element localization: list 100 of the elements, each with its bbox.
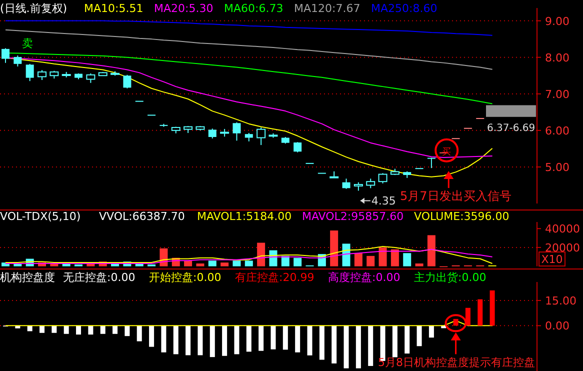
bar: [100, 326, 106, 334]
bar: [27, 326, 32, 332]
bar: [222, 326, 228, 356]
bar: [161, 326, 166, 352]
y-tick-label: 15.00: [545, 294, 576, 308]
bar: [258, 326, 264, 351]
candlestick: [38, 70, 47, 80]
chart-title: (日线.前复权): [0, 2, 68, 15]
bar: [88, 326, 94, 335]
annotation: 4.35: [371, 194, 396, 208]
bar: [184, 260, 192, 266]
text: VVOL:66387.70: [99, 210, 185, 223]
bar: [234, 326, 240, 354]
annotation: 6.37-6.69: [487, 122, 536, 134]
text: MA120:7.67: [294, 2, 360, 15]
bar: [368, 326, 374, 366]
bar: [208, 260, 216, 266]
bar: [390, 249, 399, 266]
bar: [403, 253, 412, 266]
bar: [490, 290, 495, 326]
bar: [198, 326, 203, 356]
bar: [378, 247, 387, 266]
bar: [220, 262, 229, 266]
series-label: MA250:8.60: [371, 2, 438, 15]
bar: [244, 260, 253, 266]
y-tick-label: 40000: [545, 222, 580, 236]
text: 有庄控盘:20.99: [235, 271, 314, 284]
y-tick-label: 9.00: [545, 14, 570, 28]
candlestick: [427, 157, 436, 169]
text: MA20:5.30: [154, 2, 214, 15]
annotation: VOLUME:3596.00: [414, 210, 510, 223]
bar: [295, 326, 300, 352]
bar: [124, 326, 130, 336]
text: X10: [541, 253, 563, 266]
bar: [427, 235, 436, 266]
bar: [366, 256, 375, 266]
candlestick: [256, 126, 266, 146]
bar: [112, 326, 118, 334]
candlestick: [2, 48, 10, 64]
bar: [478, 299, 483, 326]
bar: [404, 326, 410, 354]
y-tick-label: 20000: [545, 241, 580, 254]
text: 无庄控盘:0.00: [63, 271, 136, 284]
bar: [344, 326, 349, 368]
bar: [173, 326, 178, 354]
bar: [52, 326, 57, 333]
bar: [186, 326, 191, 356]
y-tick-label: 7.00: [545, 88, 570, 101]
bar: [354, 253, 362, 266]
candlestick: [14, 55, 22, 67]
line-series: [5, 20, 493, 36]
bar: [149, 326, 154, 347]
candlestick: [86, 72, 96, 84]
annotation: 卖: [22, 37, 33, 50]
text: 开始控盘:0.00: [149, 271, 222, 284]
text: MA60:6.73: [224, 2, 284, 15]
bar: [232, 260, 241, 266]
chart-title: 机构控盘度: [0, 271, 55, 284]
annotation: 主力出货:0.00: [414, 271, 486, 284]
bar: [246, 326, 252, 352]
candlestick: [378, 172, 388, 184]
candlestick: [123, 74, 132, 89]
bar: [332, 326, 337, 364]
text: MA10:5.51: [84, 2, 144, 15]
bar: [392, 326, 398, 358]
candlestick: [366, 178, 376, 189]
chart-title: VOL-TDX(5,10): [0, 210, 81, 223]
bar: [64, 326, 69, 334]
bar: [428, 326, 434, 338]
annotation: 5月7日发出买入信号: [400, 189, 512, 203]
candlestick: [208, 128, 216, 139]
bar: [210, 326, 215, 358]
text: MAVOL2:95857.60: [302, 210, 404, 223]
bar: [281, 256, 290, 266]
bar: [257, 242, 266, 266]
bar: [270, 326, 276, 350]
bar: [196, 263, 204, 266]
bar: [307, 326, 312, 356]
bar: [415, 263, 424, 266]
y-tick-label: 5.00: [545, 160, 570, 174]
y-tick-label: 6.00: [545, 124, 570, 138]
bar: [294, 258, 302, 266]
bar: [465, 308, 470, 326]
candlestick: [232, 122, 241, 142]
bar: [416, 326, 422, 346]
bar: [76, 326, 82, 335]
candlestick: [26, 63, 34, 82]
y-tick-label: 0.00: [545, 320, 570, 333]
bar: [330, 230, 338, 266]
bar: [282, 326, 288, 350]
text: MAVOL1:5184.00: [197, 210, 292, 223]
y-tick-label: 8.00: [545, 51, 570, 64]
bar: [319, 326, 324, 360]
bar: [40, 326, 45, 333]
annotation: 高度控盘:0.00: [328, 271, 400, 284]
candlestick: [342, 178, 350, 190]
bar: [136, 326, 142, 342]
bar: [356, 326, 361, 368]
line-series: [5, 29, 493, 70]
candlestick: [294, 142, 302, 153]
